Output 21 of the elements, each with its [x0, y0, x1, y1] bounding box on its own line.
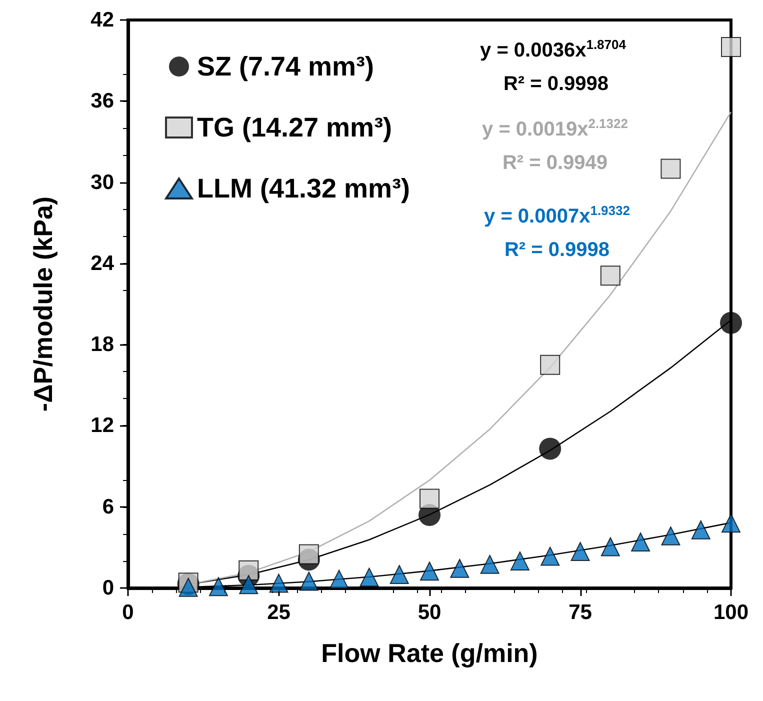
annotation: R² = 0.9949 — [502, 152, 608, 174]
y-tick-label: 12 — [90, 414, 114, 438]
y-tick-label: 6 — [102, 495, 114, 518]
y-tick-label: 42 — [90, 8, 114, 32]
x-tick-label: 0 — [122, 601, 134, 624]
legend-label: TG (14.27 mm³) — [197, 112, 392, 142]
y-tick-label: 0 — [102, 576, 114, 600]
y-tick-label: 30 — [90, 170, 114, 194]
annotation: R² = 0.9998 — [504, 239, 610, 261]
x-tick-label: 100 — [713, 601, 749, 624]
y-axis-title: -ΔP/module (kPa) — [28, 196, 58, 412]
legend-label: SZ (7.74 mm³) — [197, 52, 374, 82]
y-tick-label: 24 — [90, 252, 114, 275]
y-tick-label: 36 — [90, 90, 114, 113]
x-axis-title: Flow Rate (g/min) — [321, 638, 538, 668]
y-tick-label: 18 — [90, 333, 114, 356]
x-tick-label: 50 — [418, 601, 442, 624]
x-tick-label: 25 — [267, 601, 291, 624]
annotation: R² = 0.9998 — [503, 73, 609, 95]
x-tick-label: 75 — [568, 601, 592, 624]
legend-label: LLM (41.32 mm³) — [197, 174, 410, 204]
